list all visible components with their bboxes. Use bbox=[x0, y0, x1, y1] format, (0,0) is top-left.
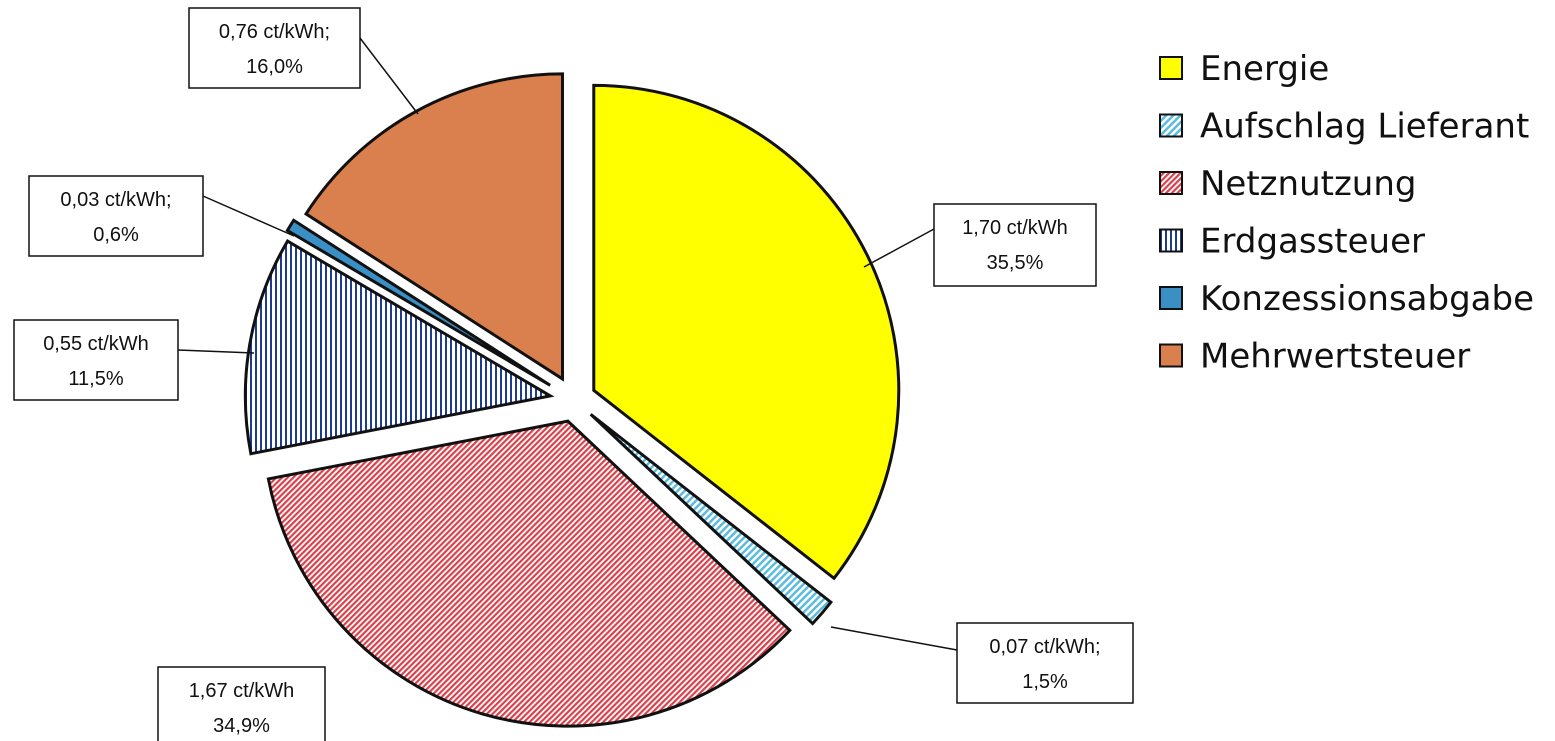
legend-label: Konzessionsabgabe bbox=[1200, 279, 1534, 319]
data-label-erdgassteuer: 0,55 ct/kWh 11,5% bbox=[13, 319, 179, 401]
pie-slice-netznutzung bbox=[266, 419, 792, 728]
leader-line-energie bbox=[863, 228, 935, 268]
legend-label: Erdgassteuer bbox=[1200, 222, 1425, 262]
data-label-percent: 16,0% bbox=[246, 56, 303, 78]
data-label-energie: 1,70 ct/kWh 35,5% bbox=[933, 203, 1097, 287]
data-label-value: 1,67 ct/kWh bbox=[189, 680, 295, 702]
legend-swatch bbox=[1159, 113, 1183, 138]
legend-item-aufschlag-lieferant: Aufschlag Lieferant bbox=[1159, 107, 1529, 147]
leader-line-konzessionsabgabe bbox=[202, 195, 295, 237]
legend-label: Netznutzung bbox=[1200, 164, 1416, 204]
legend-swatch bbox=[1159, 56, 1183, 80]
pie-slice-energie bbox=[592, 83, 901, 581]
leader-lines bbox=[177, 37, 958, 651]
leader-line-mehrwertsteuer bbox=[359, 37, 419, 115]
data-label-box bbox=[188, 7, 361, 89]
pie-slice-konzessionsabgabe bbox=[285, 218, 551, 387]
legend-label: Energie bbox=[1200, 49, 1329, 89]
data-label-box bbox=[157, 666, 326, 741]
legend-swatch bbox=[1159, 343, 1183, 368]
data-label-percent: 0,6% bbox=[93, 224, 139, 246]
leader-line-aufschlag-lieferant bbox=[830, 626, 958, 651]
data-label-value: 0,07 ct/kWh; bbox=[989, 636, 1100, 658]
pie-slices bbox=[243, 72, 901, 728]
data-label-box bbox=[13, 319, 179, 401]
legend-item-konzessionsabgabe: Konzessionsabgabe bbox=[1159, 279, 1534, 319]
data-label-percent: 1,5% bbox=[1022, 671, 1068, 693]
data-label-value: 1,70 ct/kWh bbox=[962, 217, 1068, 239]
data-label-box bbox=[28, 175, 204, 257]
data-label-value: 0,76 ct/kWh; bbox=[219, 21, 330, 43]
data-label-netznutzung: 1,67 ct/kWh 34,9% bbox=[157, 666, 326, 741]
legend-item-mehrwertsteuer: Mehrwertsteuer bbox=[1159, 337, 1470, 377]
legend-label: Mehrwertsteuer bbox=[1200, 337, 1470, 377]
legend: Energie Aufschlag Lieferant Netznutzung Erd… bbox=[1159, 49, 1534, 377]
legend-item-netznutzung: Netznutzung bbox=[1159, 164, 1416, 204]
pie-slice-aufschlag-lieferant bbox=[589, 413, 834, 626]
data-label-percent: 11,5% bbox=[68, 368, 123, 390]
data-labels: 1,70 ct/kWh 35,5% 0,07 ct/kWh; 1,5% 1,67 ct/… bbox=[13, 7, 1134, 741]
legend-swatch bbox=[1159, 286, 1183, 310]
legend-swatch bbox=[1159, 228, 1183, 253]
leader-line-erdgassteuer bbox=[177, 349, 255, 354]
pie-slice-erdgassteuer bbox=[243, 239, 555, 456]
data-label-value: 0,55 ct/kWh bbox=[43, 333, 149, 355]
data-label-aufschlag-lieferant: 0,07 ct/kWh; 1,5% bbox=[956, 622, 1134, 704]
data-label-percent: 34,9% bbox=[213, 715, 270, 737]
legend-swatch bbox=[1159, 171, 1183, 195]
data-label-box bbox=[956, 622, 1134, 704]
data-label-box bbox=[933, 203, 1097, 287]
legend-item-erdgassteuer: Erdgassteuer bbox=[1159, 222, 1425, 262]
data-label-percent: 35,5% bbox=[987, 252, 1044, 274]
data-label-mehrwertsteuer: 0,76 ct/kWh; 16,0% bbox=[188, 7, 361, 89]
legend-item-energie: Energie bbox=[1159, 49, 1329, 89]
data-label-value: 0,03 ct/kWh; bbox=[60, 189, 171, 211]
data-label-konzessionsabgabe: 0,03 ct/kWh; 0,6% bbox=[28, 175, 204, 257]
legend-label: Aufschlag Lieferant bbox=[1200, 107, 1529, 147]
